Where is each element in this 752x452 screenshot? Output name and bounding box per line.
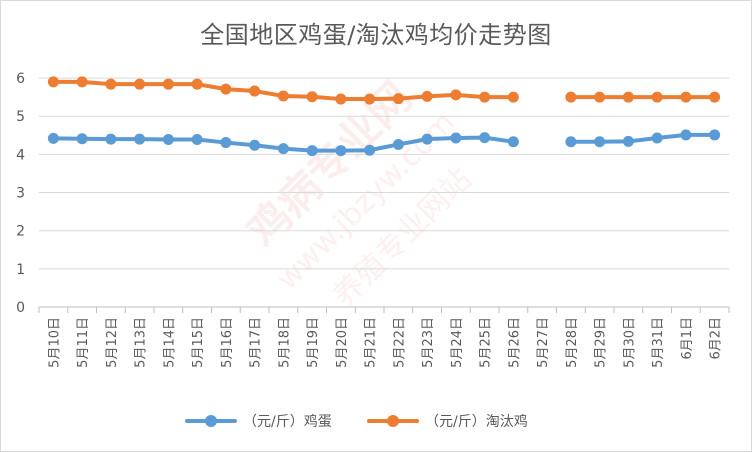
x-tick-label: 5月24日 xyxy=(450,317,465,368)
data-point xyxy=(507,136,519,148)
legend-marker xyxy=(387,415,399,427)
series-2 xyxy=(47,76,721,105)
data-point xyxy=(191,134,203,146)
data-point xyxy=(594,136,606,148)
data-point xyxy=(651,91,663,103)
data-point xyxy=(622,91,634,103)
x-tick-label: 5月27日 xyxy=(536,317,551,368)
data-point xyxy=(277,143,289,155)
data-point xyxy=(479,132,491,144)
data-point xyxy=(191,78,203,90)
data-point xyxy=(651,132,663,144)
series-line xyxy=(568,132,717,144)
x-tick-label: 5月11日 xyxy=(76,317,91,368)
x-tick-label: 6月2日 xyxy=(709,317,724,360)
x-axis-ticks: 5月10日 5月11日 5月12日 5月13日 5月14日 5月15日 5月16日 5月17日… xyxy=(47,317,723,368)
chart-title: 全国地区鸡蛋/淘汰鸡均价走势图 xyxy=(200,21,552,49)
data-point xyxy=(565,91,577,103)
x-tick-label: 5月30日 xyxy=(622,317,637,368)
data-point xyxy=(306,91,318,103)
data-point xyxy=(364,144,376,156)
y-tick-label: 4 xyxy=(16,147,25,163)
data-point xyxy=(306,145,318,157)
data-point xyxy=(709,129,721,141)
data-point xyxy=(162,78,174,90)
x-tick-label: 5月18日 xyxy=(277,317,292,368)
data-point xyxy=(249,85,261,97)
y-tick-label: 5 xyxy=(16,109,25,125)
data-point xyxy=(421,90,433,102)
data-point xyxy=(220,137,232,149)
x-tick-label: 5月28日 xyxy=(565,317,580,368)
data-point xyxy=(335,93,347,105)
gridlines xyxy=(39,77,729,270)
data-point xyxy=(134,133,146,145)
data-point xyxy=(134,78,146,90)
x-tick-label: 5月13日 xyxy=(134,317,149,368)
y-tick-label: 1 xyxy=(16,262,25,278)
y-tick-label: 0 xyxy=(16,300,25,316)
data-point xyxy=(76,76,88,88)
data-point xyxy=(249,139,261,151)
x-tick-label: 5月15日 xyxy=(191,317,206,368)
x-axis xyxy=(38,306,730,313)
x-tick-label: 5月16日 xyxy=(220,317,235,368)
legend-label: （元/斤）淘汰鸡 xyxy=(425,413,528,430)
y-tick-label: 3 xyxy=(16,186,25,202)
data-point xyxy=(105,78,117,90)
legend-marker xyxy=(205,415,217,427)
x-tick-label: 5月17日 xyxy=(249,317,264,368)
data-point xyxy=(680,91,692,103)
data-point xyxy=(392,93,404,105)
data-point xyxy=(594,91,606,103)
y-tick-label: 2 xyxy=(16,224,25,240)
y-tick-label: 6 xyxy=(16,71,25,87)
data-point xyxy=(709,91,721,103)
x-tick-label: 5月20日 xyxy=(335,317,350,368)
data-point xyxy=(680,129,692,141)
data-point xyxy=(220,83,232,95)
data-point xyxy=(421,133,433,145)
data-point xyxy=(335,145,347,157)
data-point xyxy=(479,91,491,103)
series-group xyxy=(47,76,721,157)
x-tick-label: 5月25日 xyxy=(479,317,494,368)
data-point xyxy=(277,90,289,102)
x-tick-label: 5月26日 xyxy=(507,317,522,368)
data-point xyxy=(76,133,88,145)
y-axis-ticks: 0 1 2 3 4 5 6 xyxy=(16,71,25,316)
legend-label: （元/斤）鸡蛋 xyxy=(243,413,332,430)
data-point xyxy=(392,138,404,150)
x-tick-label: 5月10日 xyxy=(47,317,62,368)
data-point xyxy=(622,135,634,147)
series-1 xyxy=(47,129,721,157)
data-point xyxy=(364,93,376,105)
x-tick-label: 5月31日 xyxy=(651,317,666,368)
x-tick-label: 5月19日 xyxy=(306,317,321,368)
x-tick-label: 5月14日 xyxy=(162,317,177,368)
data-point xyxy=(47,132,59,144)
x-tick-label: 5月29日 xyxy=(594,317,609,368)
x-tick-label: 5月22日 xyxy=(392,317,407,368)
x-tick-label: 6月1日 xyxy=(680,317,695,360)
x-tick-label: 5月12日 xyxy=(105,317,120,368)
data-point xyxy=(565,136,577,148)
x-tick-label: 5月23日 xyxy=(421,317,436,368)
legend: （元/斤）鸡蛋 （元/斤）淘汰鸡 xyxy=(185,413,528,430)
x-tick-label: 5月21日 xyxy=(364,317,379,368)
data-point xyxy=(47,76,59,88)
data-point xyxy=(450,132,462,144)
data-point xyxy=(162,134,174,146)
data-point xyxy=(105,133,117,145)
data-point xyxy=(507,91,519,103)
data-point xyxy=(450,89,462,101)
